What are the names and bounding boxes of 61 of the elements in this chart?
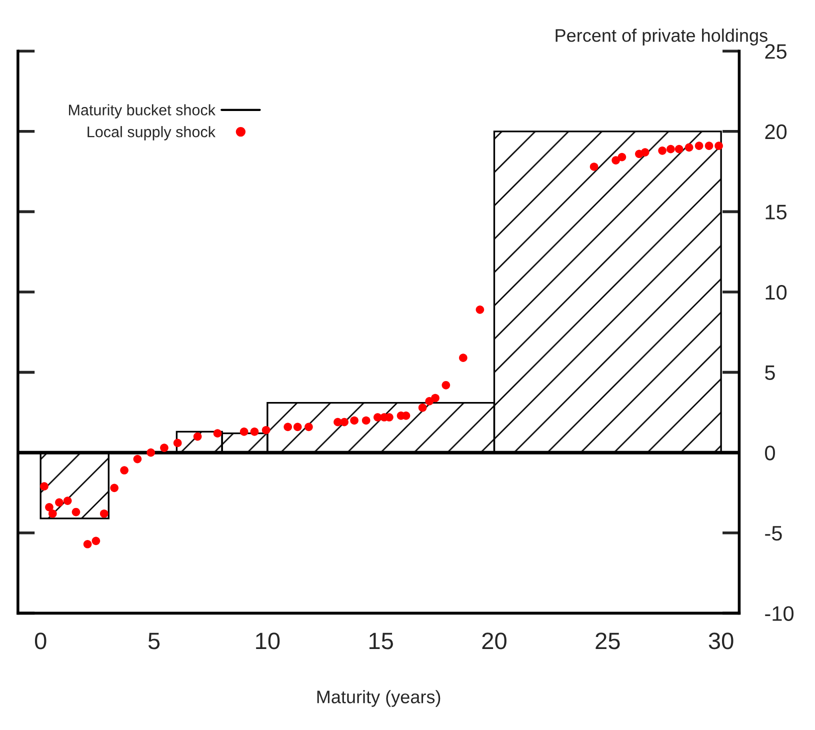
point (350, 416, 358, 425)
point (640, 148, 650, 156)
point (63, 496, 72, 505)
point (666, 144, 675, 154)
point (100, 509, 108, 518)
point (173, 438, 182, 448)
x-tick-label: 10 (256, 632, 280, 650)
point (304, 422, 313, 432)
point (714, 142, 723, 150)
point (340, 418, 348, 426)
point (590, 162, 598, 171)
point (362, 416, 370, 425)
point (618, 152, 626, 162)
point (146, 448, 156, 457)
y-tick-label: 5 (765, 366, 775, 380)
point (250, 428, 259, 436)
point (160, 444, 168, 452)
point (110, 484, 118, 492)
point (612, 156, 620, 164)
point (72, 508, 80, 516)
point (120, 466, 128, 474)
point (240, 428, 248, 436)
point (704, 142, 714, 150)
point (40, 482, 48, 490)
point (476, 306, 484, 314)
point (418, 403, 427, 412)
x-tick-label: 20 (482, 632, 506, 650)
point (55, 498, 64, 507)
point (658, 146, 666, 155)
point (293, 422, 302, 432)
point (684, 143, 694, 152)
x-tick-label: 0 (34, 632, 46, 650)
point (431, 394, 440, 402)
point (459, 354, 468, 362)
point (133, 454, 142, 464)
point (45, 503, 54, 512)
x-tick-label: 15 (370, 632, 393, 650)
y-tick-label: 15 (766, 204, 787, 220)
y-tick-label: -5 (765, 526, 782, 541)
x-axis-title: Maturity (years) (317, 690, 440, 707)
x-tick-label: 5 (148, 632, 160, 650)
point (83, 540, 92, 548)
point (694, 142, 704, 150)
point (48, 509, 57, 518)
point (213, 429, 222, 438)
y-axis-title: Percent of private holdings (556, 28, 768, 46)
point (442, 380, 450, 390)
point (284, 422, 292, 432)
x-tick-label: 30 (708, 632, 734, 650)
x-tick-label: 25 (596, 632, 620, 650)
y-tick-label: 20 (765, 124, 787, 140)
legend-label: Maturity bucket shock (68, 104, 216, 118)
point (92, 536, 100, 546)
point (193, 432, 202, 441)
y-tick-label: -10 (765, 606, 794, 621)
y-tick-label: 0 (765, 446, 775, 460)
y-tick-label: 10 (766, 285, 787, 300)
y-tick-label: 25 (765, 44, 787, 59)
point (262, 426, 270, 434)
legend-label: Local supply shock (88, 126, 216, 140)
point (674, 144, 684, 154)
